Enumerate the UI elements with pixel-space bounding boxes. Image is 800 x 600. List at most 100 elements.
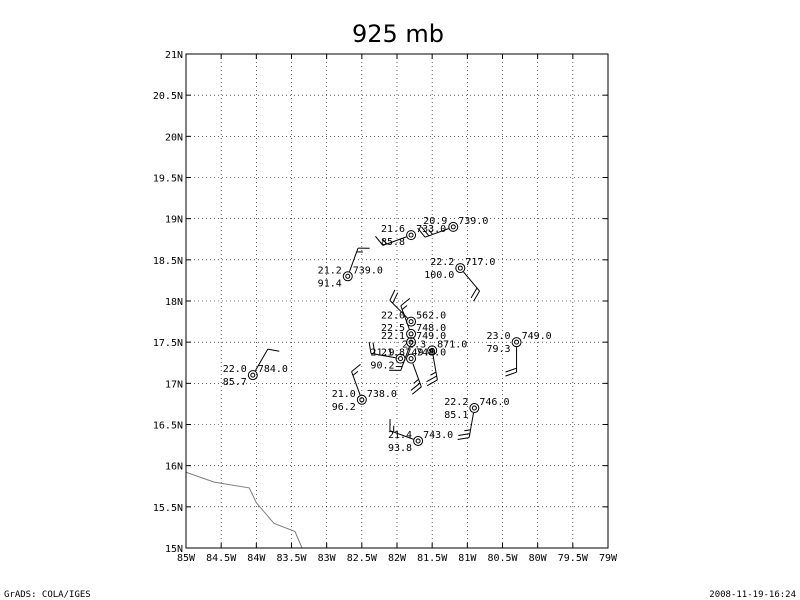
- wind-barb-feather: [470, 287, 478, 299]
- station-plot: 22.2 717.0 100.0: [424, 257, 495, 302]
- wind-barb-feather: [372, 342, 376, 355]
- station-temperature: 21.8: [381, 348, 405, 359]
- wind-barb-staff: [382, 236, 407, 246]
- wind-barb-staff: [463, 271, 480, 292]
- latitude-labels: 15N 15.5N 16N 16.5N 17N 17.5N 18N 18.5N 19N 19.5N…: [153, 50, 608, 555]
- station-value: 733.0: [416, 224, 446, 235]
- wind-barb-staff: [468, 412, 474, 438]
- grid-lines: [186, 54, 608, 548]
- station-value: 784.0: [258, 364, 288, 375]
- station-humidity: 85.1: [444, 410, 468, 421]
- station-circle: [342, 271, 353, 282]
- station-temperature: 23.0: [486, 331, 510, 342]
- wind-barb-feather: [457, 437, 470, 440]
- station-value: 749.0: [416, 331, 446, 342]
- wind-barb-feather: [389, 289, 396, 301]
- station-plot: 22.5 748.0: [381, 297, 446, 339]
- wind-barb-feather: [413, 378, 419, 384]
- station-humidity: 85.7: [223, 377, 247, 388]
- wind-barb-feather: [458, 433, 470, 437]
- wind-barb-feather: [505, 371, 517, 377]
- lon-tick-label: 79W: [599, 553, 618, 564]
- station-circle: [356, 394, 367, 405]
- station-circle: [247, 370, 258, 381]
- wind-barb-feather: [267, 348, 280, 352]
- lon-tick-label: 80W: [529, 553, 548, 564]
- station-humidity: 90.2: [370, 361, 394, 372]
- lon-tick-label: 81W: [458, 553, 477, 564]
- footer-credit: GrADS: COLA/IGES: [4, 590, 91, 600]
- wind-barb-feather: [421, 226, 430, 237]
- station-humidity: 91.4: [318, 278, 342, 289]
- wind-barb-feather: [410, 382, 421, 391]
- lon-tick-label: 84W: [247, 553, 266, 564]
- lon-tick-label: 85W: [177, 553, 196, 564]
- lat-tick-label: 16N: [165, 462, 183, 473]
- wind-barb-feather: [400, 297, 411, 307]
- station-temperature: 21.9: [370, 348, 394, 359]
- lat-tick-label: 18.5N: [153, 256, 183, 267]
- lat-tick-label: 18N: [165, 297, 183, 308]
- station-circle: [413, 435, 424, 446]
- map-frame: [185, 53, 609, 549]
- station-temperature: 22.0: [381, 311, 405, 322]
- wind-barb-feather: [473, 290, 481, 302]
- station-circle: [455, 263, 466, 274]
- station-dot: [415, 438, 421, 444]
- map-title: 925 mb: [352, 20, 444, 48]
- wind-barb-staff: [412, 363, 422, 387]
- station-dot: [450, 224, 456, 230]
- station-plot: 22.0 784.0 85.7: [223, 348, 288, 388]
- station-plot: 23.0 749.0 79.3: [486, 331, 552, 377]
- wind-barb-feather: [426, 375, 437, 383]
- station-plot: 21.4 743.0 93.8: [388, 419, 453, 454]
- station-dot: [408, 356, 414, 362]
- wind-barb-staff: [424, 228, 449, 238]
- wind-barb-staff: [389, 430, 414, 440]
- station-temperature: 22.2: [430, 257, 454, 268]
- wind-barb-feather: [464, 429, 471, 432]
- station-plot: 22.0 562.0: [381, 289, 446, 327]
- wind-barb-feather: [375, 236, 384, 246]
- lon-tick-label: 80.5W: [487, 553, 518, 564]
- station-circle: [406, 337, 417, 348]
- station-dot: [408, 319, 414, 325]
- station-dot: [250, 372, 256, 378]
- lat-tick-label: 19N: [165, 215, 183, 226]
- station-circle: [406, 328, 417, 339]
- station-humidity: 93.8: [388, 443, 412, 454]
- station-plot: 21.8 748.0: [381, 348, 446, 395]
- lat-tick-label: 21N: [165, 50, 183, 61]
- station-circle: [406, 353, 417, 364]
- station-humidity: 79.3: [486, 344, 510, 355]
- wind-barb-staff: [370, 352, 396, 359]
- station-value: 743.0: [423, 430, 453, 441]
- station-value: 749.0: [522, 331, 552, 342]
- wind-barb-feather: [392, 292, 399, 304]
- station-temperature: 21.2: [318, 265, 342, 276]
- longitude-labels: 85W 84.5W 84W 83.5W 83W 82.5W 82W 81.5W 81W 80.5W…: [177, 54, 618, 564]
- wind-barb-staff: [351, 371, 361, 396]
- station-plot: 21.0 738.0 96.2: [332, 363, 397, 413]
- station-dot: [345, 273, 351, 279]
- wind-barb-feather: [417, 227, 426, 238]
- station-dot: [408, 232, 414, 238]
- station-circle: [427, 345, 438, 356]
- wind-barb-staff: [432, 355, 438, 381]
- wind-barb-feather: [401, 305, 408, 310]
- lat-tick-label: 15N: [165, 544, 183, 555]
- station-dot: [408, 339, 414, 345]
- station-plot: 21.2 739.0 91.4: [318, 247, 383, 289]
- station-value: 871.0: [437, 339, 467, 350]
- station-dot: [457, 265, 463, 271]
- station-humidity: 100.0: [424, 270, 454, 281]
- station-value: 748.0: [416, 348, 446, 359]
- lat-tick-label: 15.5N: [153, 503, 183, 514]
- wind-barb-staff: [400, 305, 410, 330]
- station-value: 739.0: [458, 216, 488, 227]
- wind-barb-feather: [368, 341, 372, 354]
- wind-barb-feather: [428, 229, 433, 235]
- station-temperature: 21.4: [388, 430, 412, 441]
- station-humidity: 96.2: [332, 402, 356, 413]
